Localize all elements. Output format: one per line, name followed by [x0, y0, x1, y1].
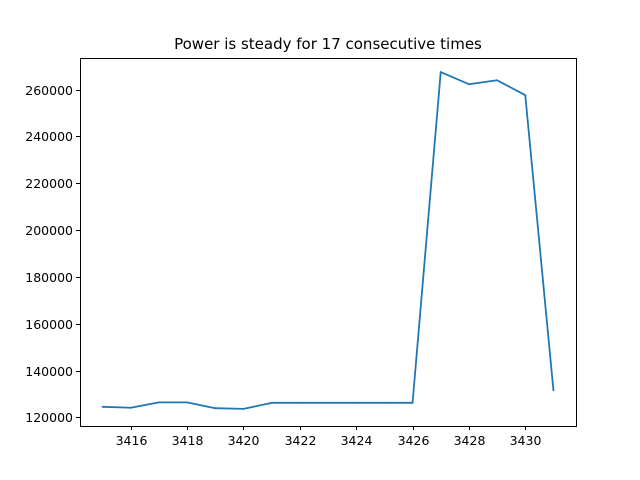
x-tick-label: 3430 [510, 433, 542, 448]
y-tick-label: 240000 [25, 129, 73, 144]
y-tick-label: 200000 [25, 223, 73, 238]
data-point [158, 401, 160, 404]
y-tick-label: 180000 [25, 270, 73, 285]
data-point [355, 401, 358, 404]
data-point [552, 389, 555, 392]
y-tick-label: 220000 [25, 176, 73, 191]
data-point [383, 401, 386, 404]
x-tick-label: 3416 [116, 433, 148, 448]
chart-title: Power is steady for 17 consecutive times [174, 35, 482, 53]
data-point [298, 401, 301, 404]
data-point [214, 407, 217, 410]
series-layer [101, 71, 555, 410]
data-point [242, 408, 245, 410]
data-point [496, 79, 498, 82]
y-tick-label: 160000 [25, 317, 73, 332]
axes-layer: 3416 3418 3420 3422 3424 3426 3428 3430 120000 14… [25, 83, 541, 448]
x-tick-label: 3428 [454, 433, 486, 448]
data-point [101, 405, 104, 408]
x-tick-label: 3418 [172, 433, 204, 448]
x-tick-label: 3420 [228, 433, 260, 448]
data-point [411, 401, 414, 404]
x-tick-label: 3424 [341, 433, 373, 448]
data-point [468, 83, 470, 86]
y-tick-label: 260000 [25, 83, 73, 98]
y-tick-label: 120000 [25, 410, 73, 425]
plot-area-frame [80, 58, 577, 427]
data-point [439, 71, 442, 73]
x-tick-label: 3426 [398, 433, 430, 448]
data-point [327, 401, 329, 404]
data-point [129, 406, 132, 409]
data-point [270, 401, 273, 404]
y-tick-label: 140000 [25, 364, 73, 379]
data-point [524, 94, 527, 97]
data-point [186, 401, 188, 404]
x-tick-label: 3422 [285, 433, 317, 448]
